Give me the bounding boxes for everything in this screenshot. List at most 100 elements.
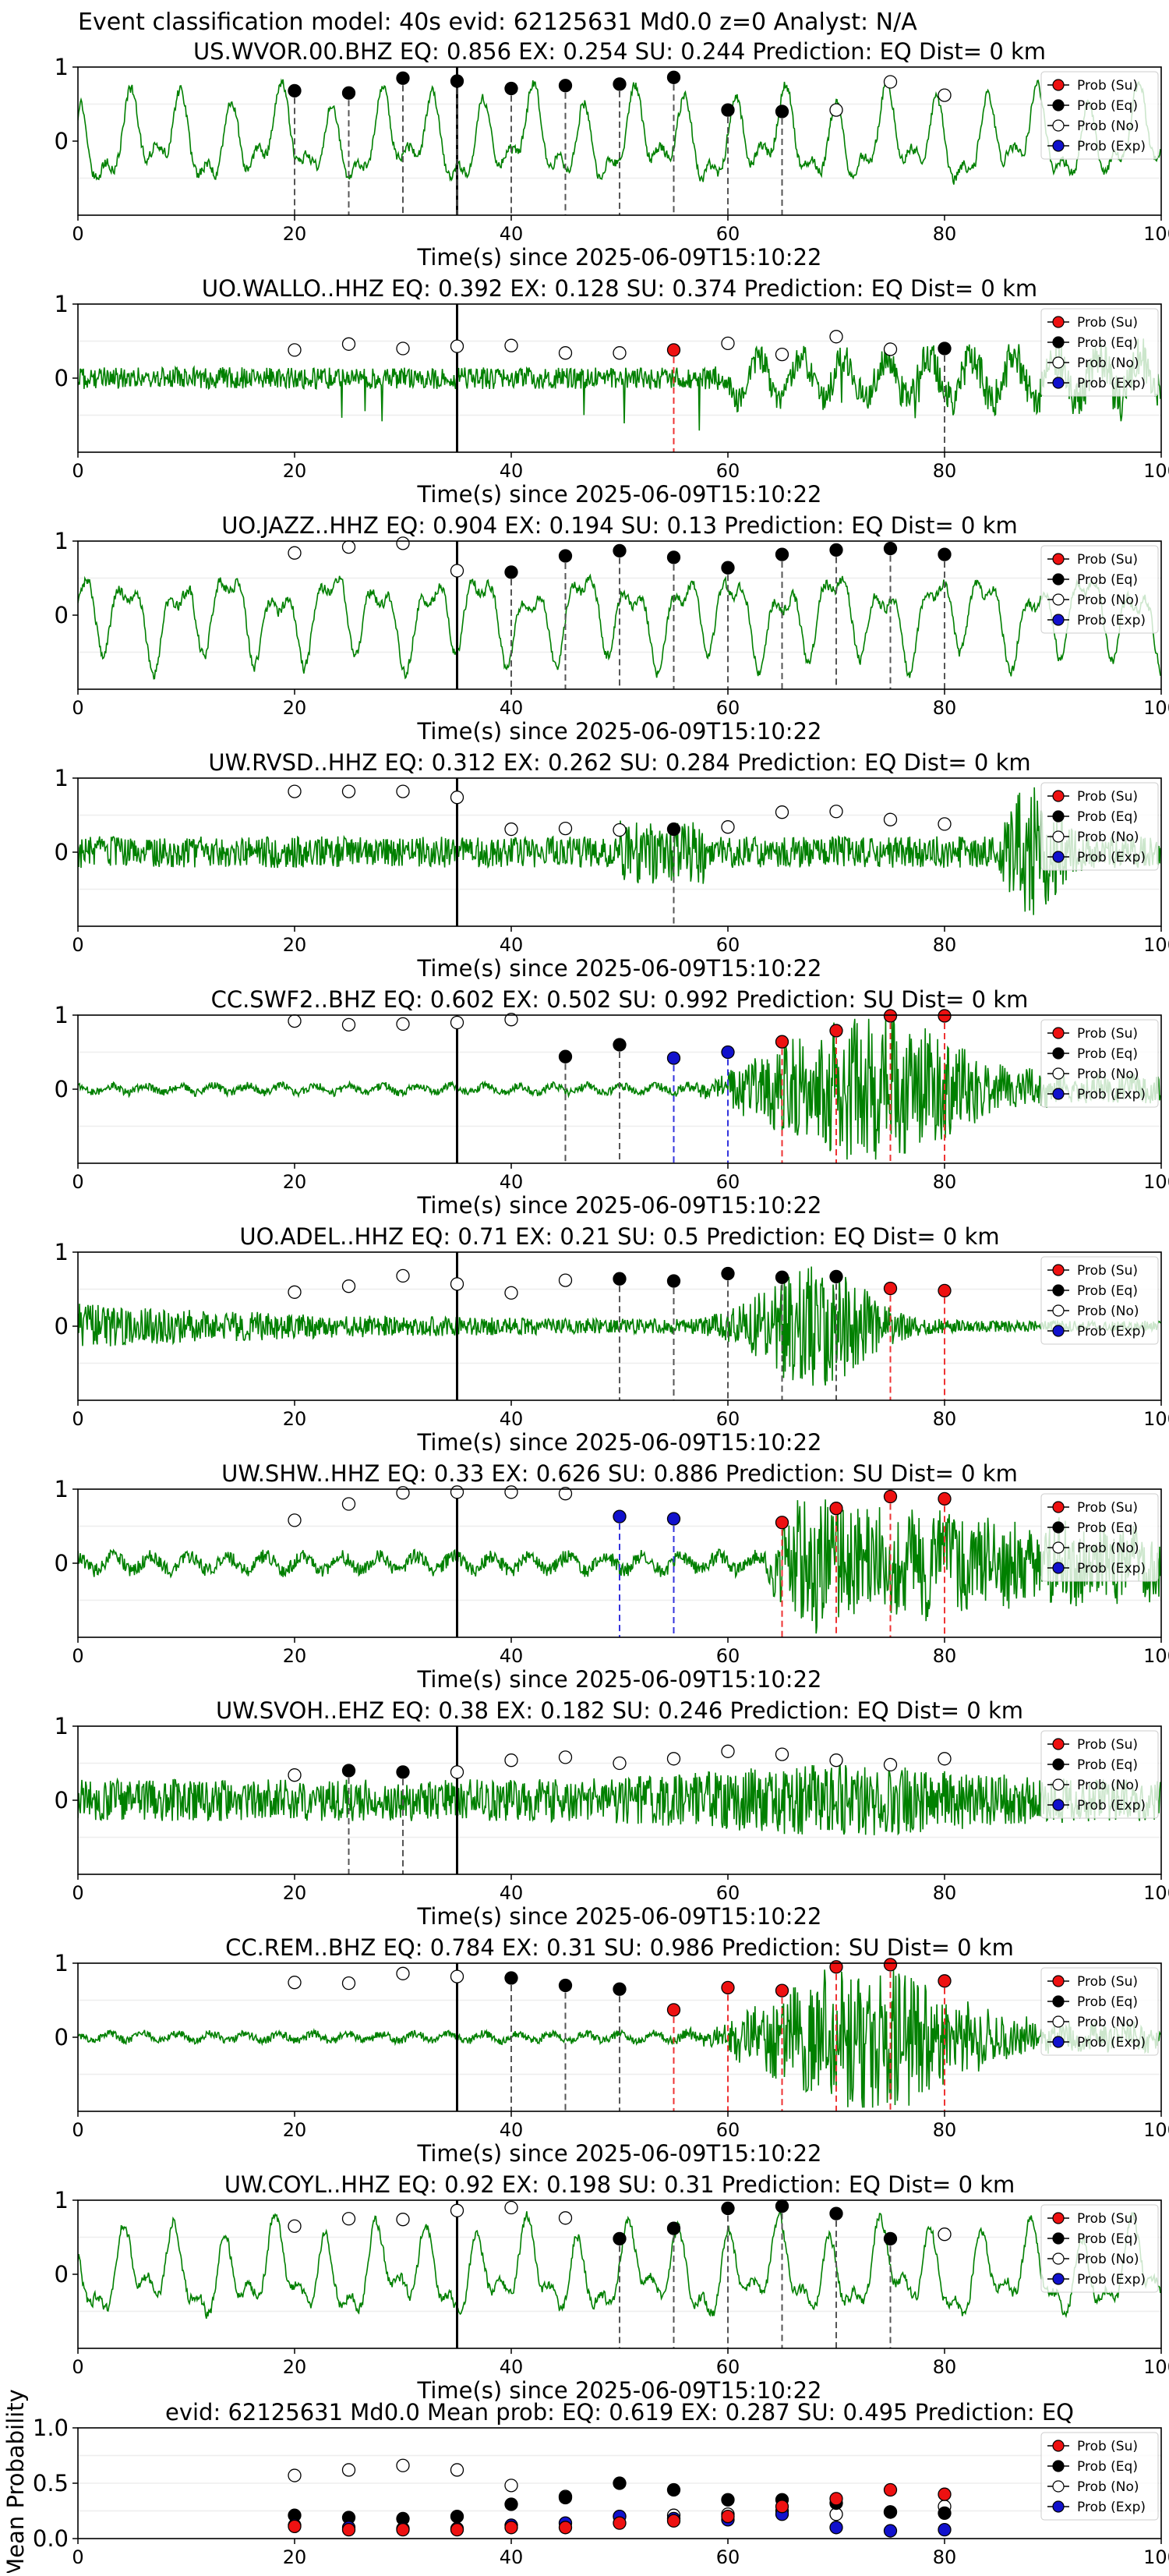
legend-label: Prob (Exp) [1077,1324,1146,1339]
y-tick-label: 0 [55,2024,69,2051]
panel-title: evid: 62125631 Md0.0 Mean prob: EQ: 0.61… [165,2399,1074,2426]
prob-point-no [666,1752,681,1766]
legend-label: Prob (No) [1077,593,1139,608]
legend-marker-exp [1052,2500,1065,2513]
prob-point-exp [666,1512,681,1526]
x-tick-label: 0 [72,1645,83,1667]
x-tick-label: 20 [283,1882,307,1904]
waveform-series [78,1969,1161,2108]
legend-marker-eq [1052,1284,1065,1297]
y-tick-label: 0 [55,839,69,865]
x-tick-label: 40 [500,460,524,482]
x-tick-label: 60 [716,1882,740,1904]
prob-point-su [883,1281,898,1296]
prob-point-eq [829,543,843,557]
prob-point-su [829,1960,843,1974]
panel-4: UW.RVSD..HHZ EQ: 0.312 EX: 0.262 SU: 0.2… [55,749,1169,982]
x-tick-label: 20 [283,934,307,956]
prob-point-no [396,1966,410,1980]
x-tick-label: 40 [500,2546,524,2568]
prob-point-no [450,339,464,353]
x-tick-label: 80 [933,697,957,719]
x-tick-label: 40 [500,1408,524,1430]
mean-point-no [288,2468,302,2482]
prob-point-no [883,1757,898,1772]
x-tick-label: 20 [283,2546,307,2568]
legend-marker-no [1052,2015,1065,2028]
mean-point-su [666,2514,681,2528]
legend-label: Prob (Exp) [1077,1798,1146,1813]
mean-point-no [341,2463,356,2477]
mean-point-no [450,2463,464,2477]
panel-11: evid: 62125631 Md0.0 Mean prob: EQ: 0.61… [2,2389,1169,2576]
prob-point-eq [504,81,518,96]
legend-label: Prob (Exp) [1077,613,1146,628]
waveform-series [78,338,1161,431]
prob-point-no [558,1487,573,1501]
mean-point-eq [883,2505,898,2519]
prob-point-no [341,1017,356,1031]
x-tick-label: 20 [283,1408,307,1430]
x-tick-label: 60 [716,1645,740,1667]
y-tick-label: 1 [55,1476,69,1502]
legend-label: Prob (Su) [1077,315,1138,331]
x-tick-label: 80 [933,1408,957,1430]
legend-marker-no [1052,1541,1065,1554]
panel-title: UW.SHW..HHZ EQ: 0.33 EX: 0.626 SU: 0.886… [221,1460,1018,1487]
legend-label: Prob (Su) [1077,2211,1138,2227]
x-axis-label: Time(s) since 2025-06-09T15:10:22 [417,955,822,982]
legend-box [1040,1256,1159,1345]
x-tick-label: 0 [72,934,83,956]
y-tick-label: 0 [55,1550,69,1576]
legend-label: Prob (Exp) [1077,2500,1146,2515]
mean-point-su [613,2516,627,2530]
prob-point-no [504,1286,518,1300]
x-tick-label: 40 [500,223,524,245]
prob-point-no [504,338,518,352]
y-tick-label: 0 [55,128,69,154]
mean-point-eq [721,2493,735,2507]
legend-label: Prob (No) [1077,830,1139,845]
x-tick-label: 100 [1143,1645,1169,1667]
mean-point-eq [666,2482,681,2497]
prob-point-no [341,784,356,798]
y-tick-label: 0 [55,602,69,628]
x-axis-label: Time(s) since 2025-06-09T15:10:22 [417,1903,822,1930]
legend-marker-su [1052,1264,1065,1276]
legend-marker-exp [1052,2273,1065,2285]
panel-title: CC.SWF2..BHZ EQ: 0.602 EX: 0.502 SU: 0.9… [211,986,1029,1013]
prob-point-no [829,330,843,344]
prob-point-no [341,2212,356,2226]
waveform-series [78,787,1161,915]
x-tick-label: 80 [933,2546,957,2568]
prob-point-eq [613,2231,627,2246]
y-tick-label: 0 [55,2261,69,2288]
prob-point-eq [450,74,464,88]
y-tick-label: 0.5 [33,2470,69,2496]
legend-label: Prob (Eq) [1077,809,1138,825]
prob-point-eq [829,2206,843,2220]
mean-point-eq [613,2476,627,2490]
x-tick-label: 20 [283,223,307,245]
prob-point-no [341,337,356,351]
legend-marker-exp [1052,614,1065,626]
legend-label: Prob (Su) [1077,1737,1138,1753]
prob-point-no [938,88,952,102]
prob-point-eq [504,1971,518,1985]
x-tick-label: 60 [716,2119,740,2141]
x-tick-label: 20 [283,2356,307,2378]
mean-point-su [450,2522,464,2537]
legend-marker-exp [1052,1799,1065,1811]
prob-point-no [721,1744,735,1758]
legend-label: Prob (No) [1077,119,1139,134]
prob-point-no [829,103,843,117]
legend-marker-exp [1052,1562,1065,1574]
legend-marker-no [1052,119,1065,132]
x-tick-label: 80 [933,1645,957,1667]
prob-point-eq [666,70,681,84]
legend-box [1040,1730,1159,1819]
prob-point-eq [829,1269,843,1283]
legend-marker-exp [1052,851,1065,863]
